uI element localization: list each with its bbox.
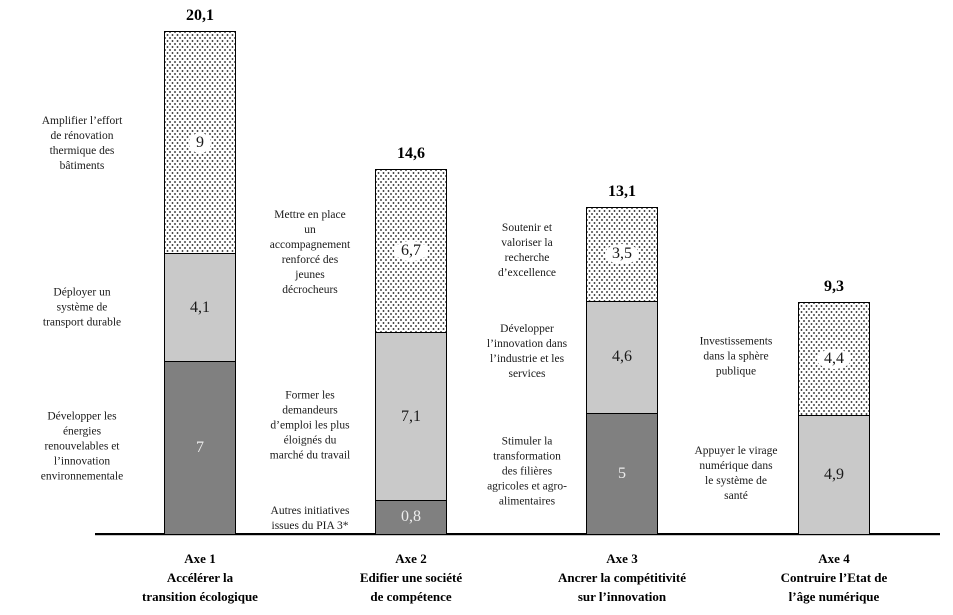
segment-annotation: Développer les énergies renouvelables et l’… xyxy=(40,410,124,483)
bar-segment-dotted: 3,5 xyxy=(587,207,657,301)
stacked-bar: 9 4,1 7 xyxy=(164,31,236,535)
stacked-bar: 4,4 4,9 xyxy=(798,302,870,535)
bar-segment-dark: 7 xyxy=(165,361,235,534)
segment-annotation: Amplifier l’effort de rénovation thermique… xyxy=(41,115,123,173)
stacked-bar: 3,5 4,6 5 xyxy=(586,206,658,535)
bar-segment-dotted: 6,7 xyxy=(376,170,446,333)
bar-segment-dotted: 4,4 xyxy=(799,303,869,415)
segment-annotation: Mettre en place un accompagnement renforcé … xyxy=(269,209,351,297)
segment-annotation: Stimuler la transformation des filières agr… xyxy=(487,435,567,508)
axis-category-label: Axe 3 Ancrer la compétitivité sur l’innova… xyxy=(557,551,687,604)
segment-annotation: Investissements dans la sphère publique xyxy=(699,335,773,378)
segment-value-label: 3,5 xyxy=(605,244,639,265)
segment-value-label: 9 xyxy=(189,132,211,153)
segment-annotation: Autres initiatives issues du PIA 3* xyxy=(270,505,350,532)
segment-annotation: Soutenir et valoriser la recherche d’excell… xyxy=(497,221,557,279)
segment-value-label: 4,6 xyxy=(612,348,632,366)
axis-category-label: Axe 4 Contruire l’Etat de l’âge numérique xyxy=(780,551,888,604)
bar-segment-light: 7,1 xyxy=(376,332,446,500)
bar-segment-dark: 0,8 xyxy=(376,500,446,534)
segment-annotation: Former les demandeurs d’emploi les plus élo… xyxy=(269,389,351,462)
segment-value-label: 6,7 xyxy=(394,241,428,262)
segment-value-label: 7,1 xyxy=(401,407,421,425)
segment-value-label: 4,9 xyxy=(824,465,844,483)
bar-total-label: 13,1 xyxy=(608,182,636,200)
segment-value-label: 5 xyxy=(618,465,626,483)
bar-segment-light: 4,9 xyxy=(799,414,869,534)
segment-annotation: Déployer un système de transport durable xyxy=(42,286,122,329)
segment-annotation: Développer l’innovation dans l’industrie e… xyxy=(486,323,568,381)
segment-value-label: 4,4 xyxy=(817,348,851,369)
bar-total-label: 14,6 xyxy=(397,145,425,163)
axis-category-label: Axe 1 Accélérer la transition écologique xyxy=(142,551,258,604)
segment-annotation: Appuyer le virage numérique dans le systèm… xyxy=(694,444,778,502)
bar-total-label: 20,1 xyxy=(186,7,214,25)
segment-value-label: 7 xyxy=(196,439,204,457)
segment-value-label: 0,8 xyxy=(401,508,421,526)
axis-category-label: Axe 2 Edifier une société de compétence xyxy=(359,551,463,604)
stacked-bar: 6,7 7,1 0,8 xyxy=(375,169,447,535)
bar-segment-dotted: 9 xyxy=(165,32,235,253)
bar-segment-dark: 5 xyxy=(587,413,657,534)
bar-total-label: 9,3 xyxy=(824,278,844,296)
segment-value-label: 4,1 xyxy=(190,298,210,316)
x-axis-line xyxy=(95,533,940,536)
bar-segment-light: 4,1 xyxy=(165,252,235,362)
bar-segment-light: 4,6 xyxy=(587,300,657,414)
